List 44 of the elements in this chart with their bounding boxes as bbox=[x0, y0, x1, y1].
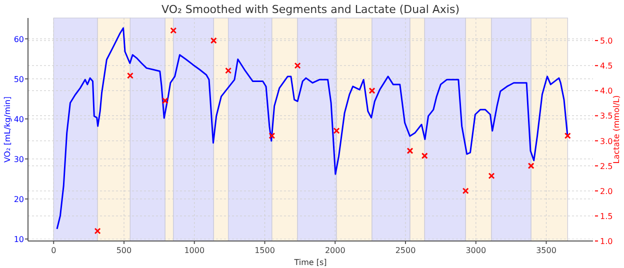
point bbox=[462, 188, 469, 194]
y-axis-title: VO₂ [mL/kg/min] bbox=[3, 96, 12, 163]
x-tick-label: 2500 bbox=[395, 246, 416, 255]
x-tick-label: 1500 bbox=[254, 246, 275, 255]
point bbox=[333, 128, 340, 134]
chart-title: VO₂ Smoothed with Segments and Lactate (Dual Axis) bbox=[161, 3, 460, 16]
point bbox=[294, 62, 301, 69]
y2-tick-label: 4.0 bbox=[600, 86, 613, 96]
x-tick-label: 1000 bbox=[184, 246, 205, 255]
y-tick-label: 40 bbox=[14, 114, 24, 124]
point bbox=[162, 97, 168, 104]
point bbox=[528, 162, 534, 170]
point bbox=[126, 72, 134, 79]
point bbox=[170, 27, 177, 34]
y-tick-label: 60 bbox=[14, 34, 24, 44]
y-tick-label: 10 bbox=[14, 235, 24, 244]
x-tick-label: 2000 bbox=[324, 246, 346, 255]
y2-tick-label: 1.0 bbox=[600, 237, 613, 246]
point bbox=[564, 132, 571, 140]
point bbox=[210, 37, 217, 44]
x-axis-title: Time [s] bbox=[293, 258, 327, 267]
line-series bbox=[56, 27, 568, 230]
y2-tick-label: 2.5 bbox=[600, 162, 613, 171]
x-tick-label: 3500 bbox=[536, 246, 556, 255]
point bbox=[368, 87, 376, 94]
y2-tick-label: 2.0 bbox=[600, 186, 613, 196]
point bbox=[421, 152, 428, 160]
point bbox=[94, 228, 101, 234]
y-tick-label: 50 bbox=[14, 74, 24, 84]
x-tick-label: 3000 bbox=[466, 246, 486, 255]
point bbox=[225, 67, 232, 74]
y2-axis-title: Lactate (mmol/L) bbox=[612, 95, 621, 164]
x-tick-label: 500 bbox=[116, 246, 132, 255]
y2-tick-label: 3.5 bbox=[600, 112, 613, 121]
y2-tick-label: 1.5 bbox=[600, 212, 613, 221]
y-tick-label: 30 bbox=[14, 154, 24, 164]
point bbox=[406, 148, 414, 154]
y2-tick-label: 4.5 bbox=[600, 62, 613, 71]
x-tick-label: 0 bbox=[51, 246, 56, 255]
y2-tick-label: 5.0 bbox=[600, 36, 613, 46]
point bbox=[268, 132, 276, 140]
point bbox=[488, 172, 495, 180]
y-tick-label: 20 bbox=[14, 194, 24, 204]
y2-tick-label: 3.0 bbox=[600, 136, 613, 146]
